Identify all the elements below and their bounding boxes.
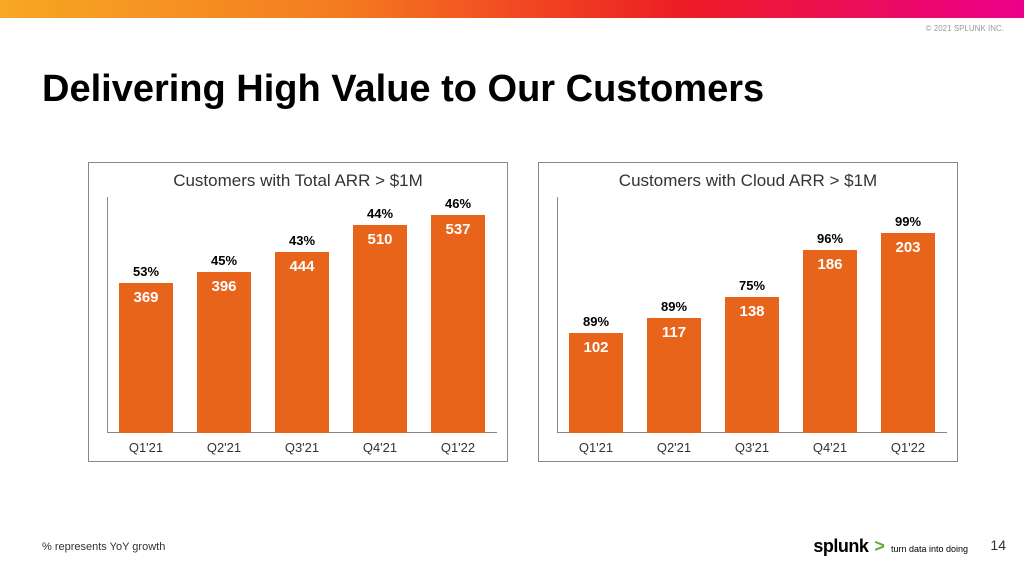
bar-group: 43% 444 [275,233,329,433]
logo-block: splunk > turn data into doing [813,536,968,557]
logo-tagline: turn data into doing [891,544,968,554]
page-number: 14 [990,537,1006,553]
x-axis-label: Q4'21 [353,440,407,455]
growth-percent-label: 99% [895,214,921,229]
chart-title: Customers with Total ARR > $1M [89,171,507,191]
x-axis-labels: Q1'21 Q2'21 Q3'21 Q4'21 Q1'22 [107,440,497,455]
x-axis-label: Q1'22 [431,440,485,455]
x-axis-label: Q3'21 [275,440,329,455]
bar: 203 [881,233,935,433]
growth-percent-label: 45% [211,253,237,268]
bar-value-label: 396 [197,278,251,295]
footnote: % represents YoY growth [42,541,165,553]
growth-percent-label: 46% [445,196,471,211]
bar-value-label: 203 [881,239,935,256]
top-gradient-bar [0,0,1024,18]
bar: 138 [725,297,779,433]
growth-percent-label: 43% [289,233,315,248]
bar-value-label: 117 [647,324,701,341]
growth-percent-label: 53% [133,264,159,279]
bar: 444 [275,252,329,433]
bar: 510 [353,225,407,433]
bar-group: 75% 138 [725,278,779,433]
x-axis-label: Q4'21 [803,440,857,455]
x-axis-label: Q1'22 [881,440,935,455]
bar-group: 44% 510 [353,206,407,433]
chart-total-arr: Customers with Total ARR > $1M 53% 369 45%… [88,162,508,462]
x-axis-labels: Q1'21 Q2'21 Q3'21 Q4'21 Q1'22 [557,440,947,455]
bar: 396 [197,272,251,433]
bar: 102 [569,333,623,433]
bar-group: 53% 369 [119,264,173,433]
bar: 537 [431,215,485,434]
x-axis-label: Q2'21 [647,440,701,455]
growth-percent-label: 89% [661,299,687,314]
bar-value-label: 444 [275,258,329,275]
bars-area: 53% 369 45% 396 43% 444 44% 510 46% 537 [107,197,497,433]
growth-percent-label: 89% [583,314,609,329]
copyright: © 2021 SPLUNK INC. [926,24,1004,33]
logo-text: splunk [813,536,868,557]
bar-group: 96% 186 [803,231,857,433]
bar-group: 46% 537 [431,196,485,434]
bar-group: 89% 102 [569,314,623,433]
growth-percent-label: 75% [739,278,765,293]
bar: 369 [119,283,173,433]
chart-title: Customers with Cloud ARR > $1M [539,171,957,191]
growth-percent-label: 44% [367,206,393,221]
x-axis-label: Q1'21 [569,440,623,455]
charts-row: Customers with Total ARR > $1M 53% 369 45%… [88,162,958,462]
bar: 117 [647,318,701,433]
bar-group: 45% 396 [197,253,251,433]
bar-value-label: 510 [353,231,407,248]
bar: 186 [803,250,857,433]
x-axis-label: Q3'21 [725,440,779,455]
bar-value-label: 369 [119,289,173,306]
logo-arrow-icon: > [874,536,885,557]
bar-group: 99% 203 [881,214,935,433]
bars-area: 89% 102 89% 117 75% 138 96% 186 99% 203 [557,197,947,433]
bar-value-label: 102 [569,339,623,356]
growth-percent-label: 96% [817,231,843,246]
chart-cloud-arr: Customers with Cloud ARR > $1M 89%10289%… [538,162,958,462]
page-title: Delivering High Value to Our Customers [42,68,764,111]
bar-value-label: 138 [725,303,779,320]
x-axis-label: Q1'21 [119,440,173,455]
bar-value-label: 186 [803,256,857,273]
bar-value-label: 537 [431,221,485,238]
x-axis-label: Q2'21 [197,440,251,455]
bar-group: 89% 117 [647,299,701,433]
